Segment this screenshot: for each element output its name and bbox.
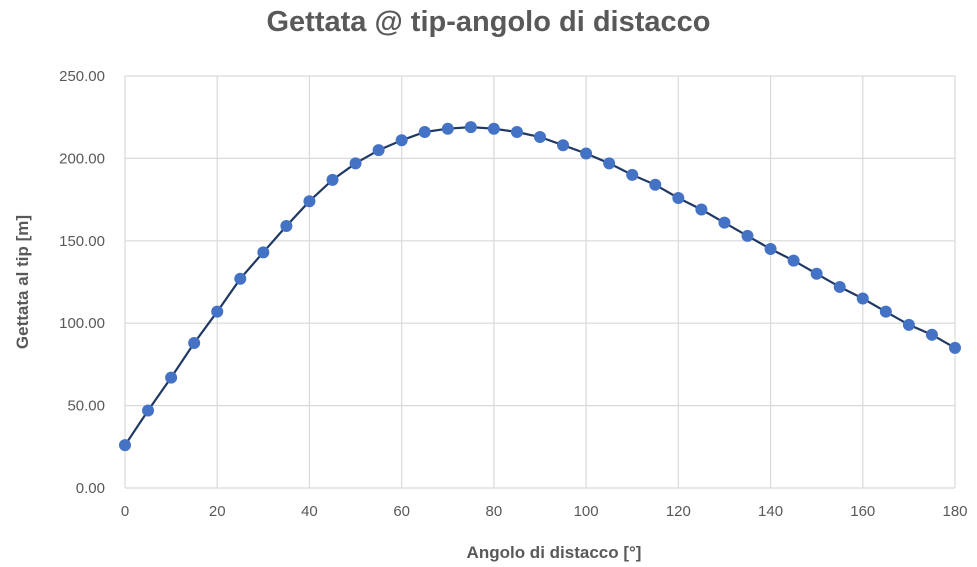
y-tick-label: 200.00 — [59, 150, 105, 167]
data-point — [856, 292, 869, 305]
data-point — [487, 122, 500, 135]
data-point — [349, 157, 362, 170]
data-point — [326, 173, 339, 186]
x-tick-label: 80 — [486, 503, 503, 520]
y-tick-label: 100.00 — [59, 315, 105, 332]
y-axis-title: Gettata al tip [m] — [13, 215, 32, 349]
series-line — [124, 125, 956, 446]
data-point — [119, 439, 131, 452]
x-tick-label: 0 — [121, 503, 129, 520]
data-point — [787, 254, 800, 267]
data-point — [649, 178, 662, 191]
data-point — [603, 157, 616, 170]
data-point — [718, 216, 731, 229]
y-tick-label: 0.00 — [76, 480, 105, 497]
data-point — [280, 219, 293, 232]
x-axis-title: Angolo di distacco [°] — [467, 543, 642, 562]
data-point — [510, 126, 523, 139]
y-tick-label: 150.00 — [59, 233, 105, 250]
x-tick-label: 120 — [666, 503, 691, 520]
x-tick-label: 180 — [942, 503, 967, 520]
x-tick-label: 100 — [574, 503, 599, 520]
data-point — [142, 404, 155, 417]
data-point — [764, 243, 777, 256]
data-point — [741, 229, 754, 242]
data-point — [303, 195, 316, 208]
y-tick-label: 50.00 — [67, 398, 105, 415]
data-point — [234, 272, 247, 285]
data-point — [372, 144, 385, 157]
data-point — [257, 246, 270, 259]
data-point — [672, 191, 685, 204]
x-tick-label: 60 — [393, 503, 410, 520]
data-point — [902, 318, 915, 331]
data-point — [464, 121, 477, 134]
data-point — [810, 267, 823, 280]
data-point — [395, 134, 408, 147]
x-tick-label: 140 — [758, 503, 783, 520]
x-tick-label: 160 — [850, 503, 875, 520]
data-point — [165, 371, 178, 384]
data-point — [949, 341, 961, 354]
data-point — [211, 305, 224, 318]
grid — [124, 75, 956, 489]
data-point — [441, 122, 454, 135]
chart-title: Gettata @ tip-angolo di distacco — [266, 6, 711, 38]
data-point — [833, 280, 846, 293]
data-point — [188, 336, 201, 349]
data-point — [580, 147, 593, 160]
data-point — [925, 328, 938, 341]
data-point — [879, 305, 892, 318]
data-point — [418, 126, 431, 139]
y-tick-label: 250.00 — [59, 68, 105, 85]
x-tick-label: 40 — [301, 503, 318, 520]
x-tick-label: 20 — [209, 503, 226, 520]
data-point — [557, 139, 570, 152]
data-series — [119, 121, 961, 452]
data-point — [695, 203, 708, 216]
data-point — [626, 168, 639, 181]
axes: 0.00 50.00 100.00 150.00 200.00 250.00 0 20 40 60… — [59, 68, 967, 520]
data-point — [534, 130, 546, 143]
